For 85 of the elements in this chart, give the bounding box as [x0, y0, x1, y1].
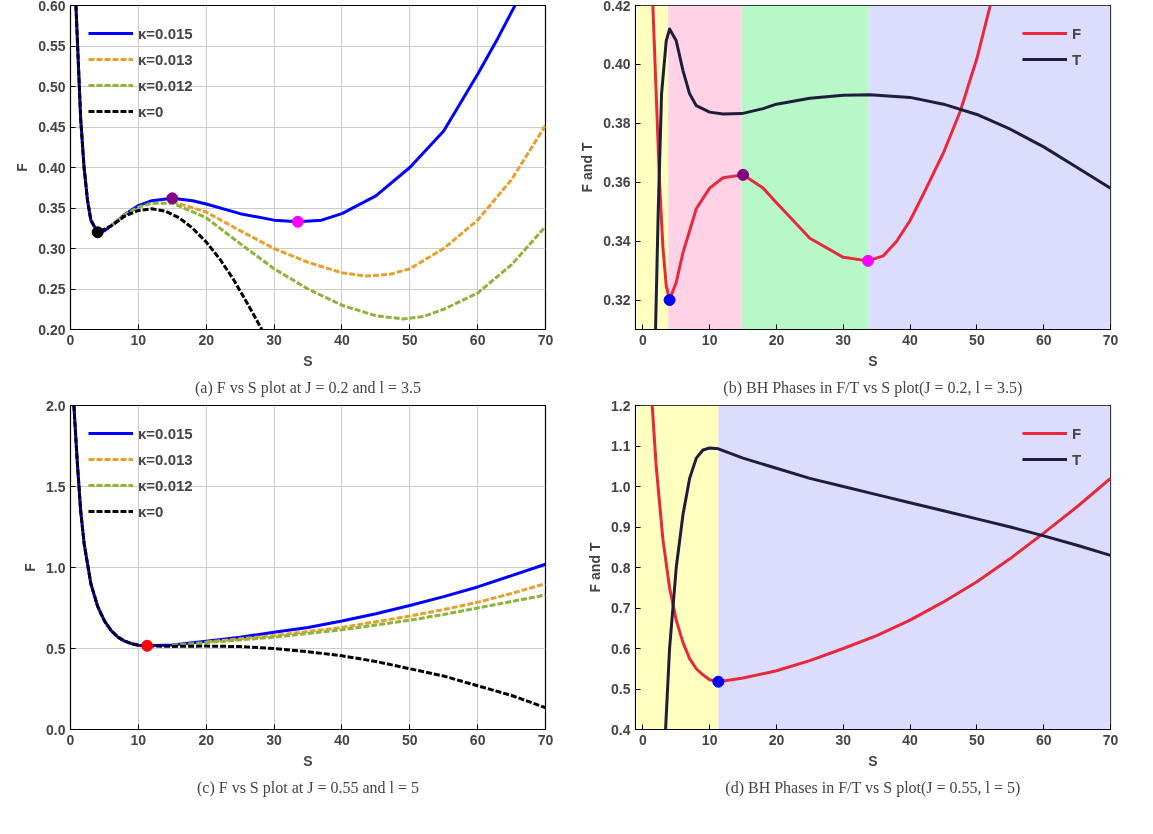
y-tick-label: 0.25 [38, 281, 66, 297]
x-tick-label: 40 [902, 731, 919, 748]
x-tick-label: 20 [198, 331, 215, 348]
y-tick-label: 0.6 [611, 640, 631, 657]
legend-label: κ=0.015 [138, 424, 193, 442]
y-axis-title: F [22, 562, 39, 572]
y-tick-label: 1.5 [46, 478, 66, 495]
y-tick-label: 0.5 [46, 640, 66, 657]
x-tick-label: 40 [334, 331, 350, 348]
legend-label: κ=0.012 [138, 76, 193, 94]
y-tick-label: 0.20 [38, 321, 66, 338]
x-tick-label: 70 [537, 731, 554, 748]
x-tick-label: 60 [1035, 731, 1052, 748]
text: (a) F vs S plot at J = 0.2 and l = 3.5 [194, 378, 422, 397]
y-tick-label: 0.7 [611, 600, 631, 616]
y-tick-label: 0.38 [603, 115, 631, 132]
x-tick-label: 10 [701, 331, 718, 348]
x-tick-label: 30 [835, 331, 852, 348]
x-tick-label: 50 [969, 331, 985, 348]
x-tick-label: 10 [130, 331, 147, 348]
y-tick-label: 1.1 [611, 438, 631, 454]
y-tick-label: 0.8 [611, 559, 631, 576]
x-tick-label: 60 [469, 731, 486, 748]
x-tick-label: 60 [469, 331, 486, 348]
y-tick-label: 2.0 [46, 397, 66, 414]
legend-label: κ=0.012 [138, 476, 193, 494]
legend-label: κ=0 [138, 502, 164, 520]
y-axis-title: F and T [579, 142, 596, 193]
y-tick-label: 1.2 [611, 397, 631, 414]
x-tick-label: 0 [66, 331, 75, 348]
x-axis-title: S [303, 352, 313, 369]
legend-label: κ=0.013 [138, 450, 193, 468]
legend-label: T [1072, 50, 1083, 68]
x-tick-label: 20 [198, 731, 215, 748]
y-axis-title: F [14, 162, 31, 172]
y-tick-label: 0.9 [611, 519, 631, 535]
y-tick-label: 0.36 [603, 174, 631, 191]
x-axis-title: S [868, 752, 878, 769]
y-tick-label: 0.32 [603, 292, 631, 309]
y-axis-title: F and T [587, 542, 604, 593]
x-tick-label: 0 [638, 331, 647, 348]
x-tick-label: 30 [266, 731, 283, 748]
legend-label: F [1072, 24, 1083, 42]
x-tick-label: 30 [835, 731, 852, 748]
x-tick-label: 10 [701, 731, 718, 748]
x-tick-label: 20 [768, 331, 785, 348]
x-tick-label: 50 [402, 331, 418, 348]
text: (c) F vs S plot at J = 0.55 and l = 5 [196, 778, 420, 797]
y-tick-label: 0.55 [38, 38, 66, 54]
y-tick-label: 0.42 [603, 0, 631, 14]
y-tick-label: 0.40 [603, 56, 631, 73]
y-tick-label: 0.4 [611, 721, 631, 738]
x-tick-label: 20 [768, 731, 785, 748]
legend-label: κ=0.013 [138, 50, 193, 68]
y-tick-label: 1.0 [611, 478, 631, 495]
y-tick-label: 0.30 [38, 240, 66, 257]
y-tick-label: 0.0 [46, 721, 66, 738]
x-tick-label: 0 [66, 731, 75, 748]
x-tick-label: 10 [130, 731, 147, 748]
x-tick-label: 40 [334, 731, 350, 748]
x-tick-label: 70 [537, 331, 554, 348]
x-tick-label: 60 [1035, 331, 1052, 348]
legend-label: κ=0 [138, 102, 164, 120]
y-tick-label: 0.35 [38, 200, 66, 216]
x-tick-label: 50 [969, 731, 985, 748]
y-tick-label: 0.5 [611, 681, 631, 697]
y-tick-label: 0.34 [603, 233, 631, 250]
x-axis-title: S [868, 352, 878, 369]
y-tick-label: 0.50 [38, 78, 66, 95]
x-tick-label: 70 [1102, 331, 1119, 348]
x-tick-label: 0 [638, 731, 647, 748]
text: (b) BH Phases in F/T vs S plot(J = 0.2, l = 3.5) [723, 378, 1023, 397]
y-tick-label: 1.0 [46, 559, 66, 576]
legend-label: T [1072, 450, 1083, 468]
text: (d) BH Phases in F/T vs S plot(J = 0.55, l = 5) [725, 778, 1021, 797]
x-tick-label: 30 [266, 331, 283, 348]
y-tick-label: 0.40 [38, 159, 66, 176]
legend-label: F [1072, 424, 1083, 442]
y-tick-label: 0.60 [38, 0, 66, 14]
y-tick-label: 0.45 [38, 119, 66, 135]
x-tick-label: 40 [902, 331, 919, 348]
x-tick-label: 70 [1102, 731, 1119, 748]
x-axis-title: S [303, 752, 313, 769]
x-tick-label: 50 [402, 731, 418, 748]
legend-label: κ=0.015 [138, 24, 193, 42]
